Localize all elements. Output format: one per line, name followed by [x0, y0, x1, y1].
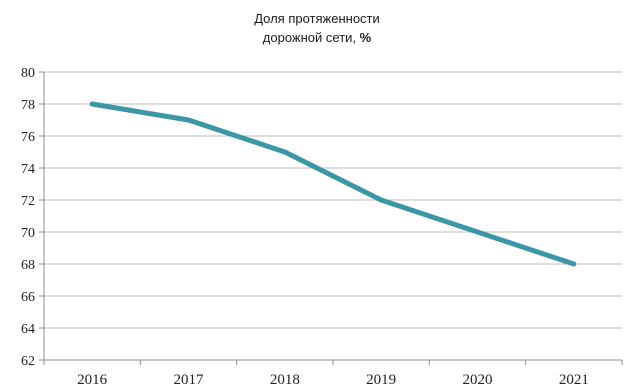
y-tick-label: 68: [21, 258, 35, 273]
series-line: [91, 101, 575, 267]
x-tick-label: 2019: [366, 372, 396, 388]
series-layer: [89, 101, 577, 267]
data-point: [475, 229, 480, 235]
y-tick-label: 64: [21, 322, 35, 337]
x-tick-label: 2018: [270, 372, 300, 388]
y-tick-label: 74: [21, 162, 35, 177]
data-point: [571, 261, 577, 267]
chart-title-line-1: Доля протяженности: [254, 11, 380, 26]
x-tick-labels: 2016 2017 2018 2019 2020 2021: [77, 372, 589, 388]
data-point: [282, 149, 288, 155]
axes: [39, 71, 623, 365]
data-point: [186, 117, 191, 123]
chart-title-text: дорожной сети,: [263, 30, 360, 45]
y-tick-labels: 62 64 66 68 70 72 74 76 78 80: [21, 66, 35, 369]
y-tick-label: 62: [21, 354, 35, 369]
x-tick-label: 2021: [559, 372, 589, 388]
y-tick-label: 80: [21, 66, 35, 81]
data-point: [378, 197, 384, 203]
x-tick-label: 2020: [463, 372, 493, 388]
x-tick-label: 2016: [77, 372, 108, 388]
y-tick-label: 70: [21, 226, 35, 241]
y-tick-label: 76: [21, 130, 35, 145]
y-tick-label: 66: [21, 290, 35, 305]
y-tick-label: 78: [21, 98, 35, 113]
gridlines: [44, 71, 622, 329]
y-tick-label: 72: [21, 194, 35, 209]
data-point: [89, 101, 95, 107]
x-tick-label: 2017: [174, 372, 205, 388]
chart-title-unit: %: [360, 30, 372, 45]
chart-title-line-2: дорожной сети, %: [263, 30, 372, 45]
